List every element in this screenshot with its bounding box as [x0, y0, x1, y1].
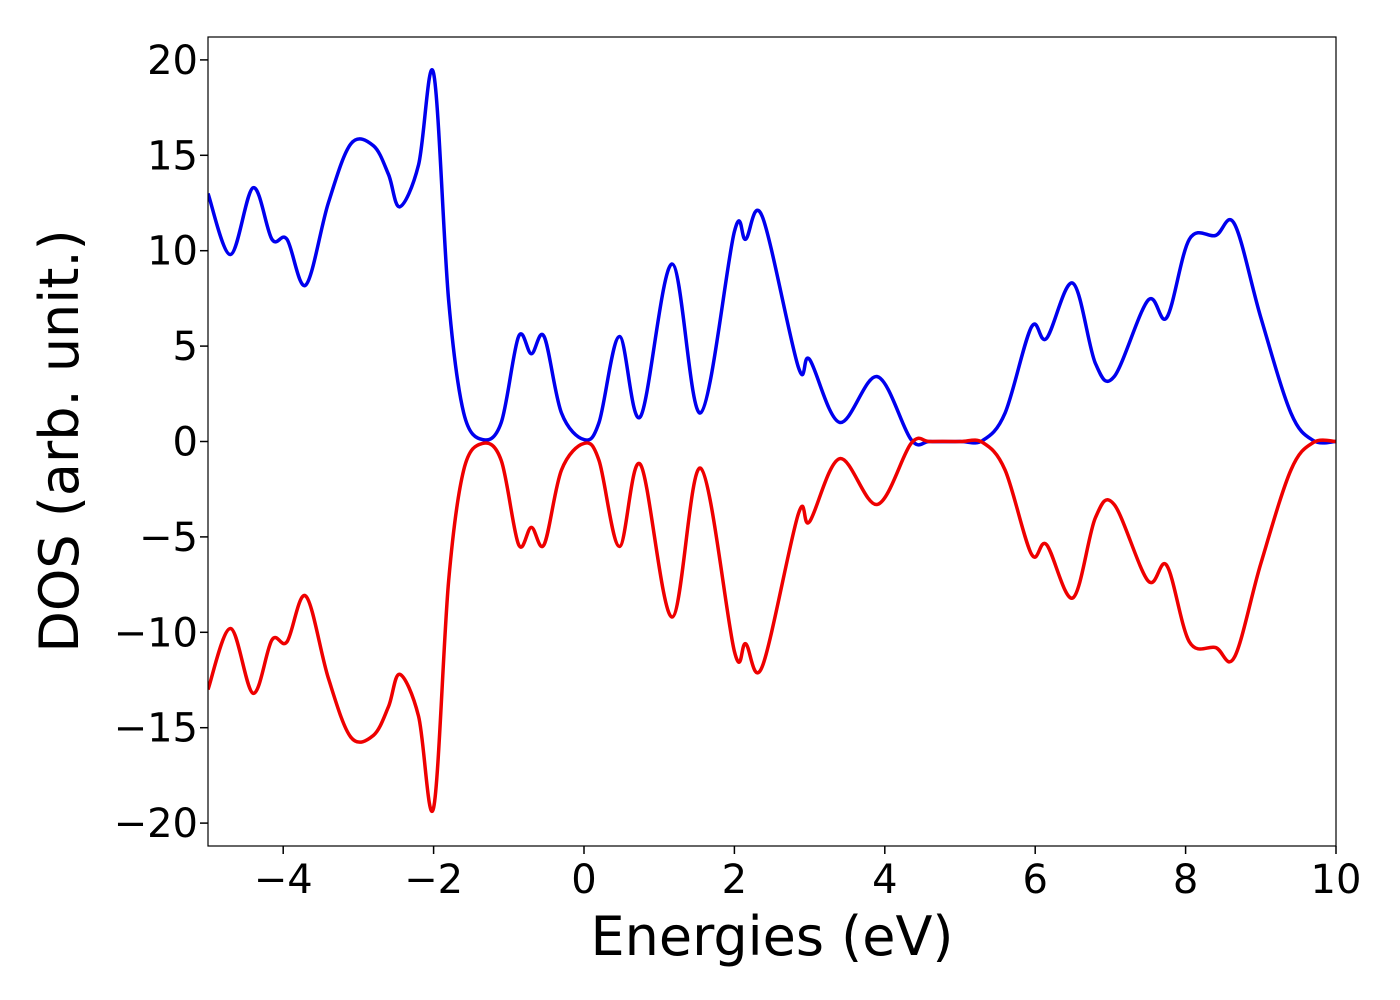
y-tick-label: 15 [147, 133, 198, 179]
y-tick-label: −5 [139, 515, 198, 561]
x-tick-label: 4 [872, 857, 897, 903]
y-tick-label: −20 [114, 801, 198, 847]
x-tick-label: 8 [1173, 857, 1198, 903]
y-tick-label: −10 [114, 610, 198, 656]
x-tick-label: −4 [254, 857, 313, 903]
x-tick-label: 10 [1311, 857, 1362, 903]
y-tick-label: −15 [114, 706, 198, 752]
y-tick-label: 20 [147, 38, 198, 84]
x-tick-label: −2 [404, 857, 463, 903]
x-tick-label: 0 [571, 857, 596, 903]
y-tick-label: 0 [173, 420, 198, 466]
y-axis-label: DOS (arb. unit.) [28, 229, 91, 652]
line-series [208, 436, 1336, 813]
x-axis-label: Energies (eV) [591, 905, 954, 968]
x-tick-label: 6 [1022, 857, 1047, 903]
y-tick-label: 5 [173, 324, 198, 370]
line-series [208, 68, 1336, 447]
y-tick-label: 10 [147, 229, 198, 275]
x-tick-label: 2 [722, 857, 747, 903]
plot-frame [207, 36, 1337, 847]
